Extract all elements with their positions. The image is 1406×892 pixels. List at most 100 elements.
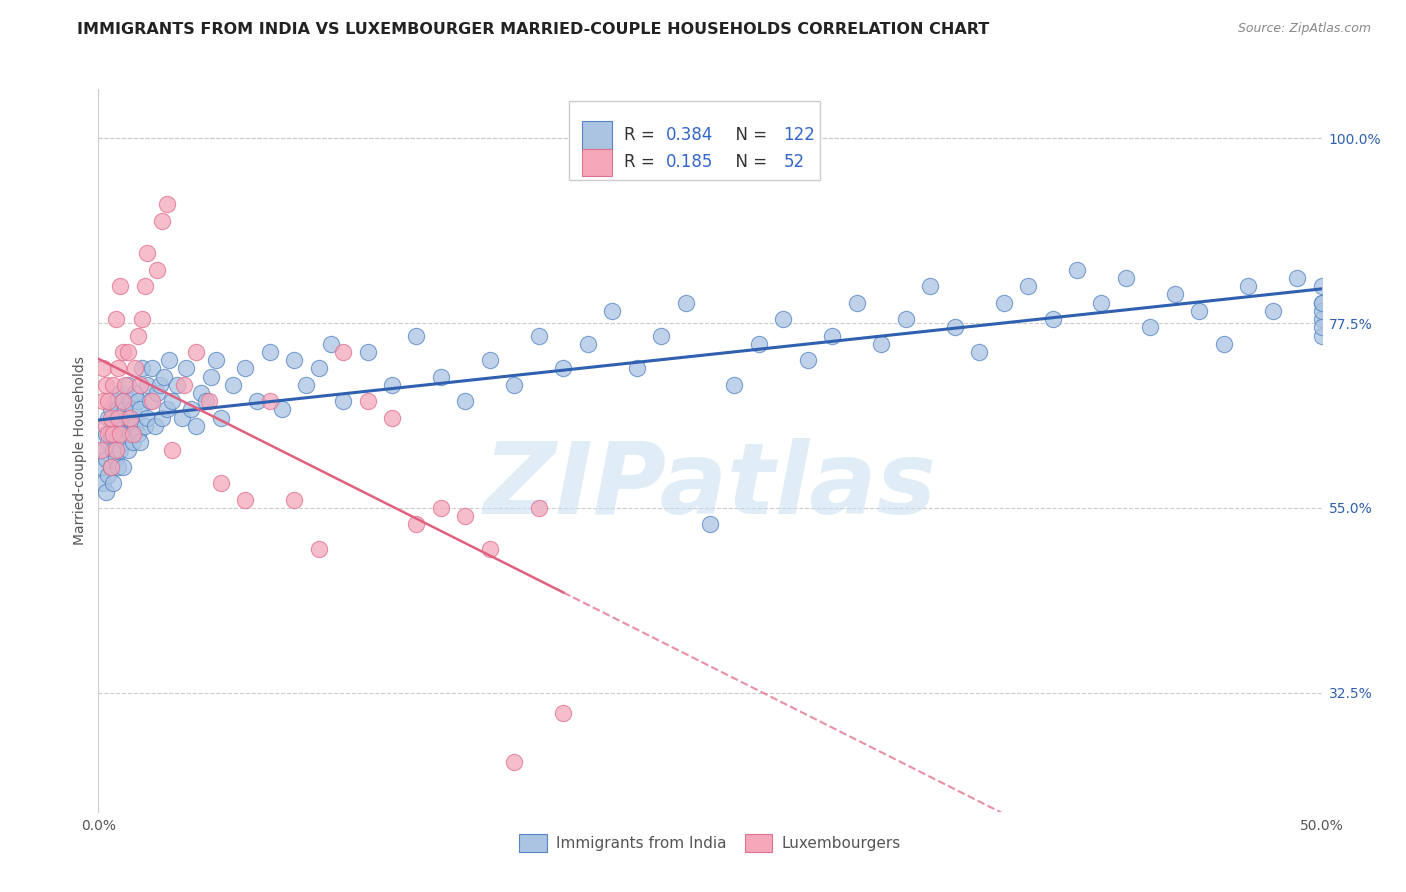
Point [91,443,114,458]
Point [675,295,697,310]
Point [127,328,149,343]
Point [209,410,232,425]
Point [1066,262,1088,277]
Text: R =: R = [624,126,661,144]
Point [114,377,136,392]
Point [845,295,868,310]
Point [233,492,256,507]
Point [993,295,1015,310]
Point [107,427,129,442]
Point [104,443,127,458]
Point [114,402,136,417]
Text: N =: N = [724,126,772,144]
Point [143,418,166,433]
Point [110,386,132,401]
Legend: Immigrants from India, Luxembourgers: Immigrants from India, Luxembourgers [513,828,907,858]
Point [1261,304,1284,318]
Point [129,402,152,417]
Point [190,386,212,401]
Point [1188,304,1211,318]
Point [1164,287,1187,301]
Point [97,410,120,425]
Point [131,312,153,326]
Point [259,345,281,359]
Point [97,394,120,409]
Text: 0.384: 0.384 [666,126,713,144]
Point [356,394,378,409]
Point [111,427,134,442]
Point [94,377,117,392]
Point [870,336,893,351]
Point [173,377,195,392]
Point [101,418,124,433]
Bar [569,102,820,179]
Point [149,377,172,392]
Point [1310,295,1333,310]
Point [381,377,404,392]
Point [180,402,202,417]
Point [139,394,162,409]
Point [576,336,599,351]
Point [121,402,143,417]
Point [117,345,139,359]
Point [124,361,146,376]
Point [121,427,143,442]
Point [160,394,183,409]
Point [1310,295,1333,310]
Text: IMMIGRANTS FROM INDIA VS LUXEMBOURGER MARRIED-COUPLE HOUSEHOLDS CORRELATION CHAR: IMMIGRANTS FROM INDIA VS LUXEMBOURGER MA… [77,22,990,37]
Point [136,377,159,392]
Point [1212,336,1234,351]
Point [332,394,354,409]
Point [117,443,139,458]
Point [146,262,169,277]
Point [94,418,117,433]
Point [97,427,120,442]
Point [101,476,124,491]
Point [97,468,120,483]
Point [797,353,820,368]
Point [150,410,173,425]
Text: 0.185: 0.185 [666,153,713,171]
Point [295,377,318,392]
Point [134,279,156,293]
Point [101,443,124,458]
Point [246,394,269,409]
Point [1310,312,1333,326]
Point [503,756,526,770]
Point [110,427,132,442]
Point [1090,295,1112,310]
Point [723,377,745,392]
Point [1310,304,1333,318]
Point [110,410,132,425]
Point [104,418,127,433]
Point [120,394,142,409]
Point [1139,320,1161,334]
Point [91,394,114,409]
Point [1286,271,1309,285]
Point [131,361,153,376]
Point [127,427,149,442]
Point [120,427,142,442]
Point [748,336,770,351]
Point [104,394,127,409]
Point [127,394,149,409]
Point [129,435,152,450]
Point [101,427,124,442]
Point [170,410,193,425]
Text: Source: ZipAtlas.com: Source: ZipAtlas.com [1237,22,1371,36]
Point [527,500,550,515]
Point [222,377,245,392]
Point [156,197,179,211]
Point [967,345,990,359]
Point [1310,320,1333,334]
Point [1042,312,1064,326]
Point [1115,271,1137,285]
Point [97,435,120,450]
Point [100,410,122,425]
Point [233,361,256,376]
Point [121,435,143,450]
Point [90,459,112,474]
Text: R =: R = [624,153,661,171]
Point [111,345,134,359]
Point [124,418,146,433]
